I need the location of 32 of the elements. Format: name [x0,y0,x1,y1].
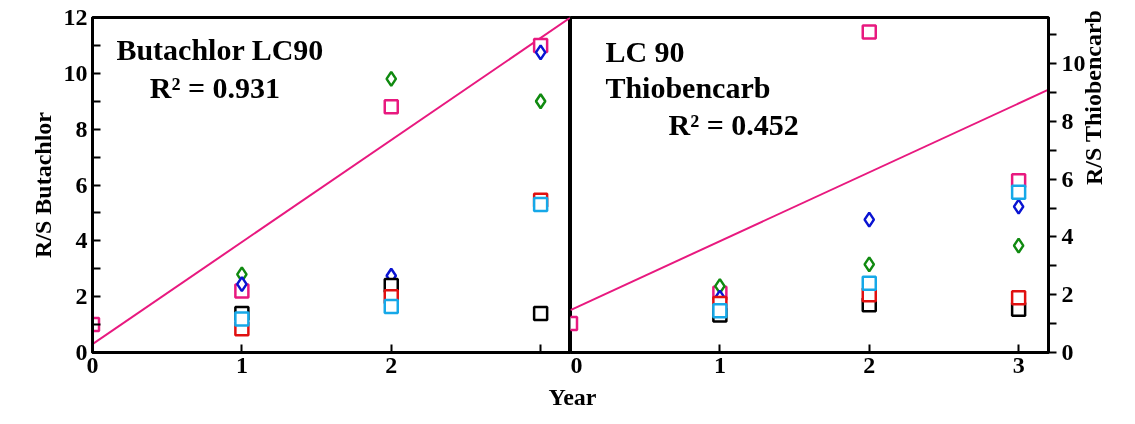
x-tick-label: 1 [235,351,248,378]
point [383,99,399,115]
point [385,70,398,88]
annotation: Thiobencarb [605,71,771,105]
point [235,275,248,293]
x-tick-label: 2 [385,351,398,378]
y2-tick-label: 8 [1061,107,1074,134]
y2-tick-label: 2 [1061,281,1074,308]
x-tick-label: 0 [570,351,583,378]
y-tick-label: 10 [63,59,88,86]
x-tick-label: 1 [713,351,726,378]
point [534,93,547,110]
y2-tick-label: 6 [1061,165,1074,192]
y-tick-label: 2 [75,283,88,310]
y-tick-label: 8 [75,115,88,142]
annotation: R² = 0.452 [668,108,799,142]
annotation: Butachlor LC90 [116,32,324,66]
point [532,305,549,322]
y2-tick-label: 4 [1061,223,1074,250]
annotation: R² = 0.931 [149,71,281,105]
y-tick-label: 6 [75,171,88,198]
point [234,311,250,327]
point [532,196,549,213]
point [383,298,399,315]
x-axis-title: Year [548,383,597,412]
x-tick-label: 3 [1012,351,1025,378]
annotation: LC 90 [605,34,685,68]
point [534,44,547,61]
x-tick-label: 2 [863,351,876,378]
y-axis-title: R/S Butachlor [29,111,56,259]
y-tick-label: 12 [63,4,88,30]
y-tick-label: 4 [75,227,88,254]
